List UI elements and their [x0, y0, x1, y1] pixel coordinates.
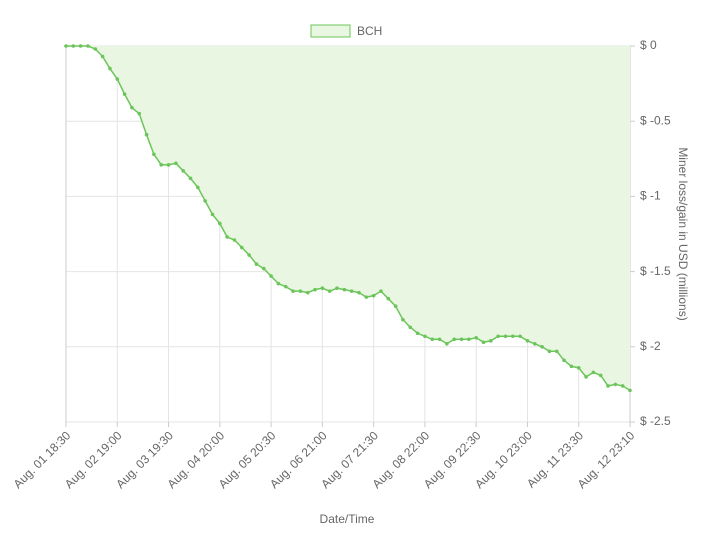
- point: [254, 262, 259, 266]
- legend-swatch: [310, 24, 351, 38]
- point: [459, 337, 464, 342]
- point: [342, 287, 347, 292]
- point: [115, 77, 120, 81]
- point: [71, 44, 76, 48]
- point: [445, 341, 449, 346]
- point: [210, 212, 215, 217]
- point: [313, 287, 317, 292]
- y-tick-label: $ -1.5: [640, 264, 671, 278]
- point: [239, 245, 244, 250]
- point: [283, 284, 288, 289]
- point: [166, 163, 171, 167]
- point: [203, 199, 207, 203]
- point: [474, 335, 478, 340]
- point: [298, 289, 303, 293]
- point: [349, 289, 354, 293]
- point: [467, 337, 471, 342]
- point: [598, 373, 603, 378]
- point: [335, 286, 339, 290]
- point: [606, 384, 610, 388]
- point: [218, 221, 222, 226]
- point: [225, 235, 229, 239]
- point: [408, 325, 413, 330]
- point: [64, 44, 68, 48]
- point: [503, 334, 508, 339]
- point: [327, 289, 332, 293]
- point: [554, 349, 559, 354]
- point: [547, 349, 552, 354]
- point: [291, 289, 295, 293]
- point: [393, 304, 398, 308]
- point: [159, 163, 164, 167]
- point: [452, 337, 457, 342]
- point: [122, 92, 127, 96]
- point: [269, 274, 273, 278]
- point: [196, 185, 200, 190]
- point: [232, 238, 237, 242]
- point: [628, 388, 632, 393]
- point: [144, 132, 149, 137]
- point: [613, 382, 618, 387]
- point: [518, 334, 522, 339]
- point: [320, 286, 325, 290]
- point: [576, 366, 581, 370]
- point: [261, 266, 266, 271]
- point: [174, 161, 178, 166]
- point: [379, 289, 383, 293]
- point: [489, 338, 493, 343]
- y-tick-label: $ -0.5: [640, 113, 671, 127]
- point: [511, 334, 515, 339]
- point: [188, 176, 193, 181]
- point: [276, 281, 281, 286]
- point: [584, 375, 588, 379]
- point: [437, 337, 442, 342]
- point: [540, 345, 544, 349]
- point: [481, 340, 486, 345]
- point: [423, 334, 427, 339]
- y-tick-label: $ -2.5: [640, 414, 671, 428]
- point: [152, 152, 156, 157]
- point: [78, 44, 83, 48]
- point: [415, 331, 420, 336]
- y-tick-label: $ -2: [640, 339, 661, 353]
- point: [364, 295, 369, 299]
- point: [305, 290, 310, 295]
- point: [620, 384, 625, 388]
- area: [66, 46, 630, 391]
- y-tick-label: $ -1: [640, 189, 661, 203]
- point: [532, 341, 537, 346]
- point: [401, 317, 405, 322]
- point: [130, 105, 134, 110]
- point: [430, 337, 435, 342]
- point: [181, 169, 185, 173]
- point: [591, 370, 596, 375]
- legend-label: BCH: [357, 24, 382, 38]
- x-axis-title: Date/Time: [320, 512, 375, 526]
- point: [371, 293, 376, 298]
- point: [525, 338, 530, 343]
- point: [569, 364, 574, 369]
- point: [496, 334, 500, 339]
- point: [247, 253, 251, 257]
- point: [86, 44, 90, 48]
- point: [137, 111, 142, 116]
- point: [357, 290, 361, 295]
- point: [562, 358, 566, 363]
- point: [100, 54, 105, 59]
- y-tick-label: $ 0: [640, 38, 657, 52]
- point: [386, 296, 391, 301]
- point: [93, 47, 98, 51]
- point: [108, 66, 112, 71]
- y-axis-title: Miner loss/gain in USD (millions): [676, 147, 690, 320]
